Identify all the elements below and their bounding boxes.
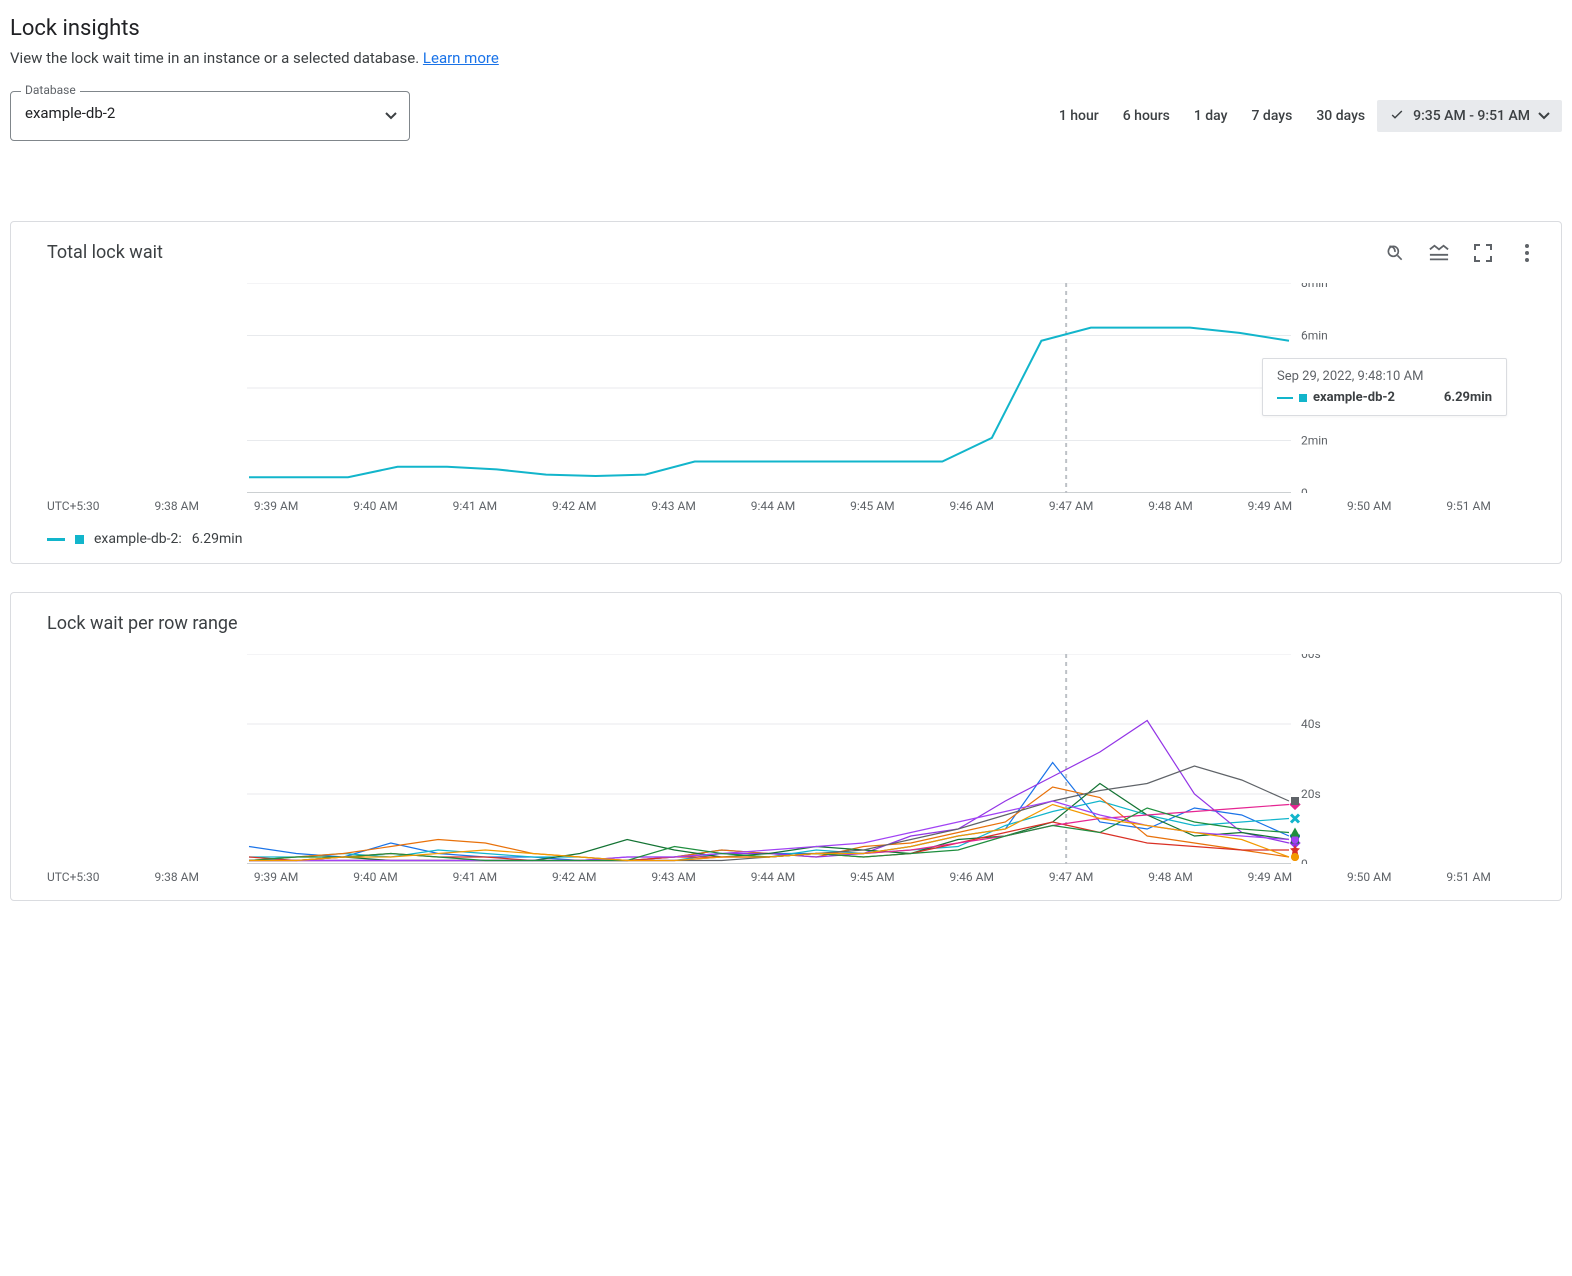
database-select-value: example-db-2: [25, 104, 115, 122]
chart2-svg: 0 20s 40s 60s: [47, 654, 1537, 864]
svg-text:0: 0: [1301, 857, 1308, 864]
tooltip-timestamp: Sep 29, 2022, 9:48:10 AM: [1277, 369, 1492, 384]
chart1-title: Total lock wait: [47, 242, 163, 263]
legend-toggle-icon[interactable]: [1429, 243, 1449, 263]
svg-text:0: 0: [1301, 486, 1308, 493]
legend-series-value: 6.29min: [192, 531, 243, 547]
time-range-30days[interactable]: 30 days: [1304, 100, 1377, 132]
fullscreen-icon[interactable]: [1473, 243, 1493, 263]
legend-swatch-square: [75, 535, 84, 544]
svg-text:6min: 6min: [1301, 329, 1328, 343]
lock-wait-per-row-range-card: Lock wait per row range 0 20s 40s 60s UTC+5…: [10, 592, 1562, 901]
chevron-down-icon: [385, 108, 397, 124]
svg-text:2min: 2min: [1301, 434, 1328, 448]
chart1-body[interactable]: 0 2min 6min 8min Sep 29, 2022, 9:48:10 AM e…: [47, 283, 1537, 513]
filter-row: Database example-db-2 1 hour 6 hours 1 d…: [10, 91, 1562, 141]
database-select[interactable]: Database example-db-2: [10, 91, 410, 141]
database-select-label: Database: [21, 83, 80, 97]
chart2-x-axis: UTC+5:309:38 AM9:39 AM9:40 AM9:41 AM9:42…: [47, 870, 1537, 884]
tooltip-swatch-line: [1277, 397, 1293, 399]
chart1-actions: [1385, 243, 1537, 263]
chart1-tooltip: Sep 29, 2022, 9:48:10 AM example-db-2 6.…: [1262, 358, 1507, 416]
tooltip-value: 6.29min: [1444, 390, 1492, 405]
total-lock-wait-card: Total lock wait 0 2min 6min 8min Sep 29, 20…: [10, 221, 1562, 564]
chart1-x-axis: UTC+5:309:38 AM9:39 AM9:40 AM9:41 AM9:42…: [47, 499, 1537, 513]
page-subtitle: View the lock wait time in an instance o…: [10, 49, 1562, 67]
legend-series-name: example-db-2:: [94, 531, 182, 547]
time-range-6hours[interactable]: 6 hours: [1111, 100, 1182, 132]
more-options-icon[interactable]: [1517, 243, 1537, 263]
svg-text:60s: 60s: [1301, 654, 1321, 661]
time-range-custom[interactable]: 9:35 AM - 9:51 AM: [1377, 100, 1562, 132]
reset-zoom-icon[interactable]: [1385, 243, 1405, 263]
time-range-1hour[interactable]: 1 hour: [1047, 100, 1111, 132]
time-range-7days[interactable]: 7 days: [1240, 100, 1305, 132]
chart2-body[interactable]: 0 20s 40s 60s UTC+5:309:38 AM9:39 AM9:40 AM…: [47, 654, 1537, 884]
learn-more-link[interactable]: Learn more: [423, 49, 499, 67]
page-title: Lock insights: [10, 16, 1562, 41]
legend-swatch-line: [47, 538, 65, 541]
svg-text:20s: 20s: [1301, 787, 1321, 801]
svg-text:40s: 40s: [1301, 717, 1321, 731]
chart2-title: Lock wait per row range: [47, 613, 238, 634]
svg-text:8min: 8min: [1301, 283, 1328, 290]
tooltip-swatch-square: [1299, 394, 1307, 402]
time-range-1day[interactable]: 1 day: [1182, 100, 1240, 132]
time-range-group: 1 hour 6 hours 1 day 7 days 30 days 9:35…: [1047, 100, 1562, 132]
check-icon: [1389, 106, 1405, 126]
time-range-custom-label: 9:35 AM - 9:51 AM: [1413, 108, 1530, 124]
subtitle-text: View the lock wait time in an instance o…: [10, 49, 419, 67]
chart1-legend: example-db-2: 6.29min: [47, 531, 1537, 547]
tooltip-series-name: example-db-2: [1313, 390, 1395, 405]
chevron-down-icon: [1538, 108, 1550, 124]
